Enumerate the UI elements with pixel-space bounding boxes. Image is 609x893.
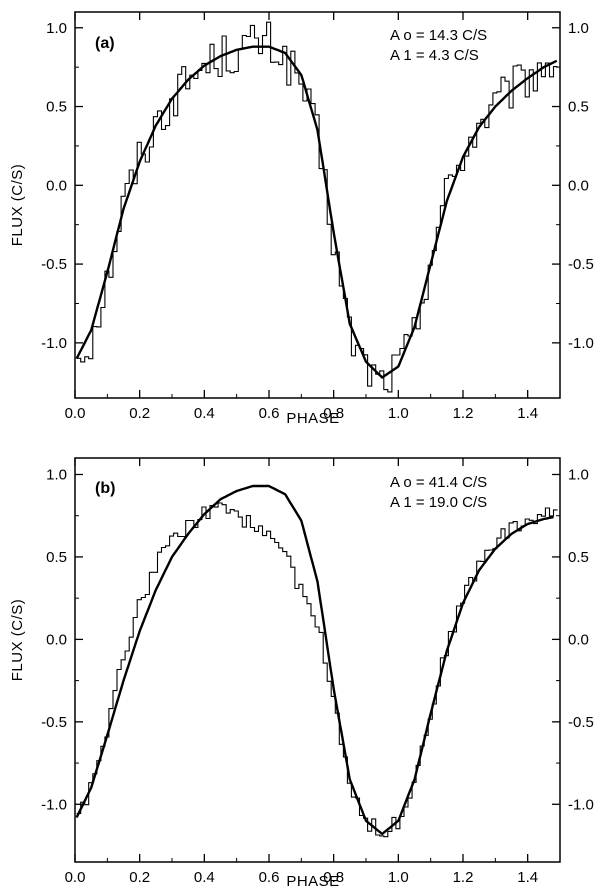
plot-frame <box>74 457 561 863</box>
histogram-series <box>76 21 558 393</box>
x-tick-label: 1.0 <box>388 405 409 422</box>
y-tick-label-left: 1.0 <box>46 466 67 483</box>
y-axis-title: FLUX (C/S) <box>9 164 26 247</box>
x-tick-label: 0.6 <box>259 869 280 886</box>
x-tick-label: 0.0 <box>65 869 86 886</box>
annotation-line-2: A 1 = 4.3 C/S <box>390 47 479 64</box>
model-curve <box>75 45 558 379</box>
y-tick-label-left: 0.5 <box>46 549 67 566</box>
x-tick-label: 0.8 <box>323 869 344 886</box>
x-tick-label: 0.2 <box>129 405 150 422</box>
y-tick-label-right: 0.5 <box>568 99 589 116</box>
x-tick-label: 1.4 <box>517 869 538 886</box>
annotation-line-1: A o = 41.4 C/S <box>390 474 487 491</box>
x-tick-label: 1.0 <box>388 869 409 886</box>
plot-frame <box>74 11 561 399</box>
annotation-line-1: A o = 14.3 C/S <box>390 27 487 44</box>
y-tick-label-right: 0.0 <box>568 631 589 648</box>
x-tick-label: 1.2 <box>453 869 474 886</box>
y-tick-label-right: 1.0 <box>568 466 589 483</box>
panel-label: (a) <box>95 35 115 52</box>
x-axis-title: PHASE <box>286 410 339 427</box>
y-tick-label-left: -1.0 <box>41 335 67 352</box>
y-tick-label-right: -1.0 <box>568 335 594 352</box>
panel-label: (b) <box>95 480 115 497</box>
y-tick-label-right: 0.5 <box>568 549 589 566</box>
x-tick-label: 0.6 <box>259 405 280 422</box>
x-tick-label: 0.2 <box>129 869 150 886</box>
y-tick-label-right: -0.5 <box>568 714 594 731</box>
y-tick-label-right: -1.0 <box>568 796 594 813</box>
y-tick-label-right: -0.5 <box>568 256 594 273</box>
annotation-line-2: A 1 = 19.0 C/S <box>390 494 487 511</box>
y-tick-label-left: -0.5 <box>41 256 67 273</box>
x-tick-label: 0.8 <box>323 405 344 422</box>
x-tick-label: 1.2 <box>453 405 474 422</box>
x-tick-label: 0.0 <box>65 405 86 422</box>
x-tick-label: 0.4 <box>194 405 215 422</box>
y-tick-label-left: -1.0 <box>41 796 67 813</box>
y-tick-label-left: 0.5 <box>46 99 67 116</box>
x-tick-label: 1.4 <box>517 405 538 422</box>
y-tick-label-left: 0.0 <box>46 631 67 648</box>
x-tick-label: 0.4 <box>194 869 215 886</box>
panel-a: FLUX (C/S) (a) A o = 14.3 C/S A 1 = 4.3 … <box>9 11 594 427</box>
y-axis-title: FLUX (C/S) <box>9 599 26 682</box>
histogram-series <box>76 502 558 838</box>
y-tick-label-right: 0.0 <box>568 177 589 194</box>
y-tick-label-left: 0.0 <box>46 177 67 194</box>
y-tick-label-left: -0.5 <box>41 714 67 731</box>
y-tick-label-right: 1.0 <box>568 20 589 37</box>
model-curve <box>75 484 554 836</box>
x-axis-title: PHASE <box>286 873 339 890</box>
panel-b: FLUX (C/S) (b) A o = 41.4 C/S A 1 = 19.0… <box>9 457 594 890</box>
y-tick-label-left: 1.0 <box>46 20 67 37</box>
